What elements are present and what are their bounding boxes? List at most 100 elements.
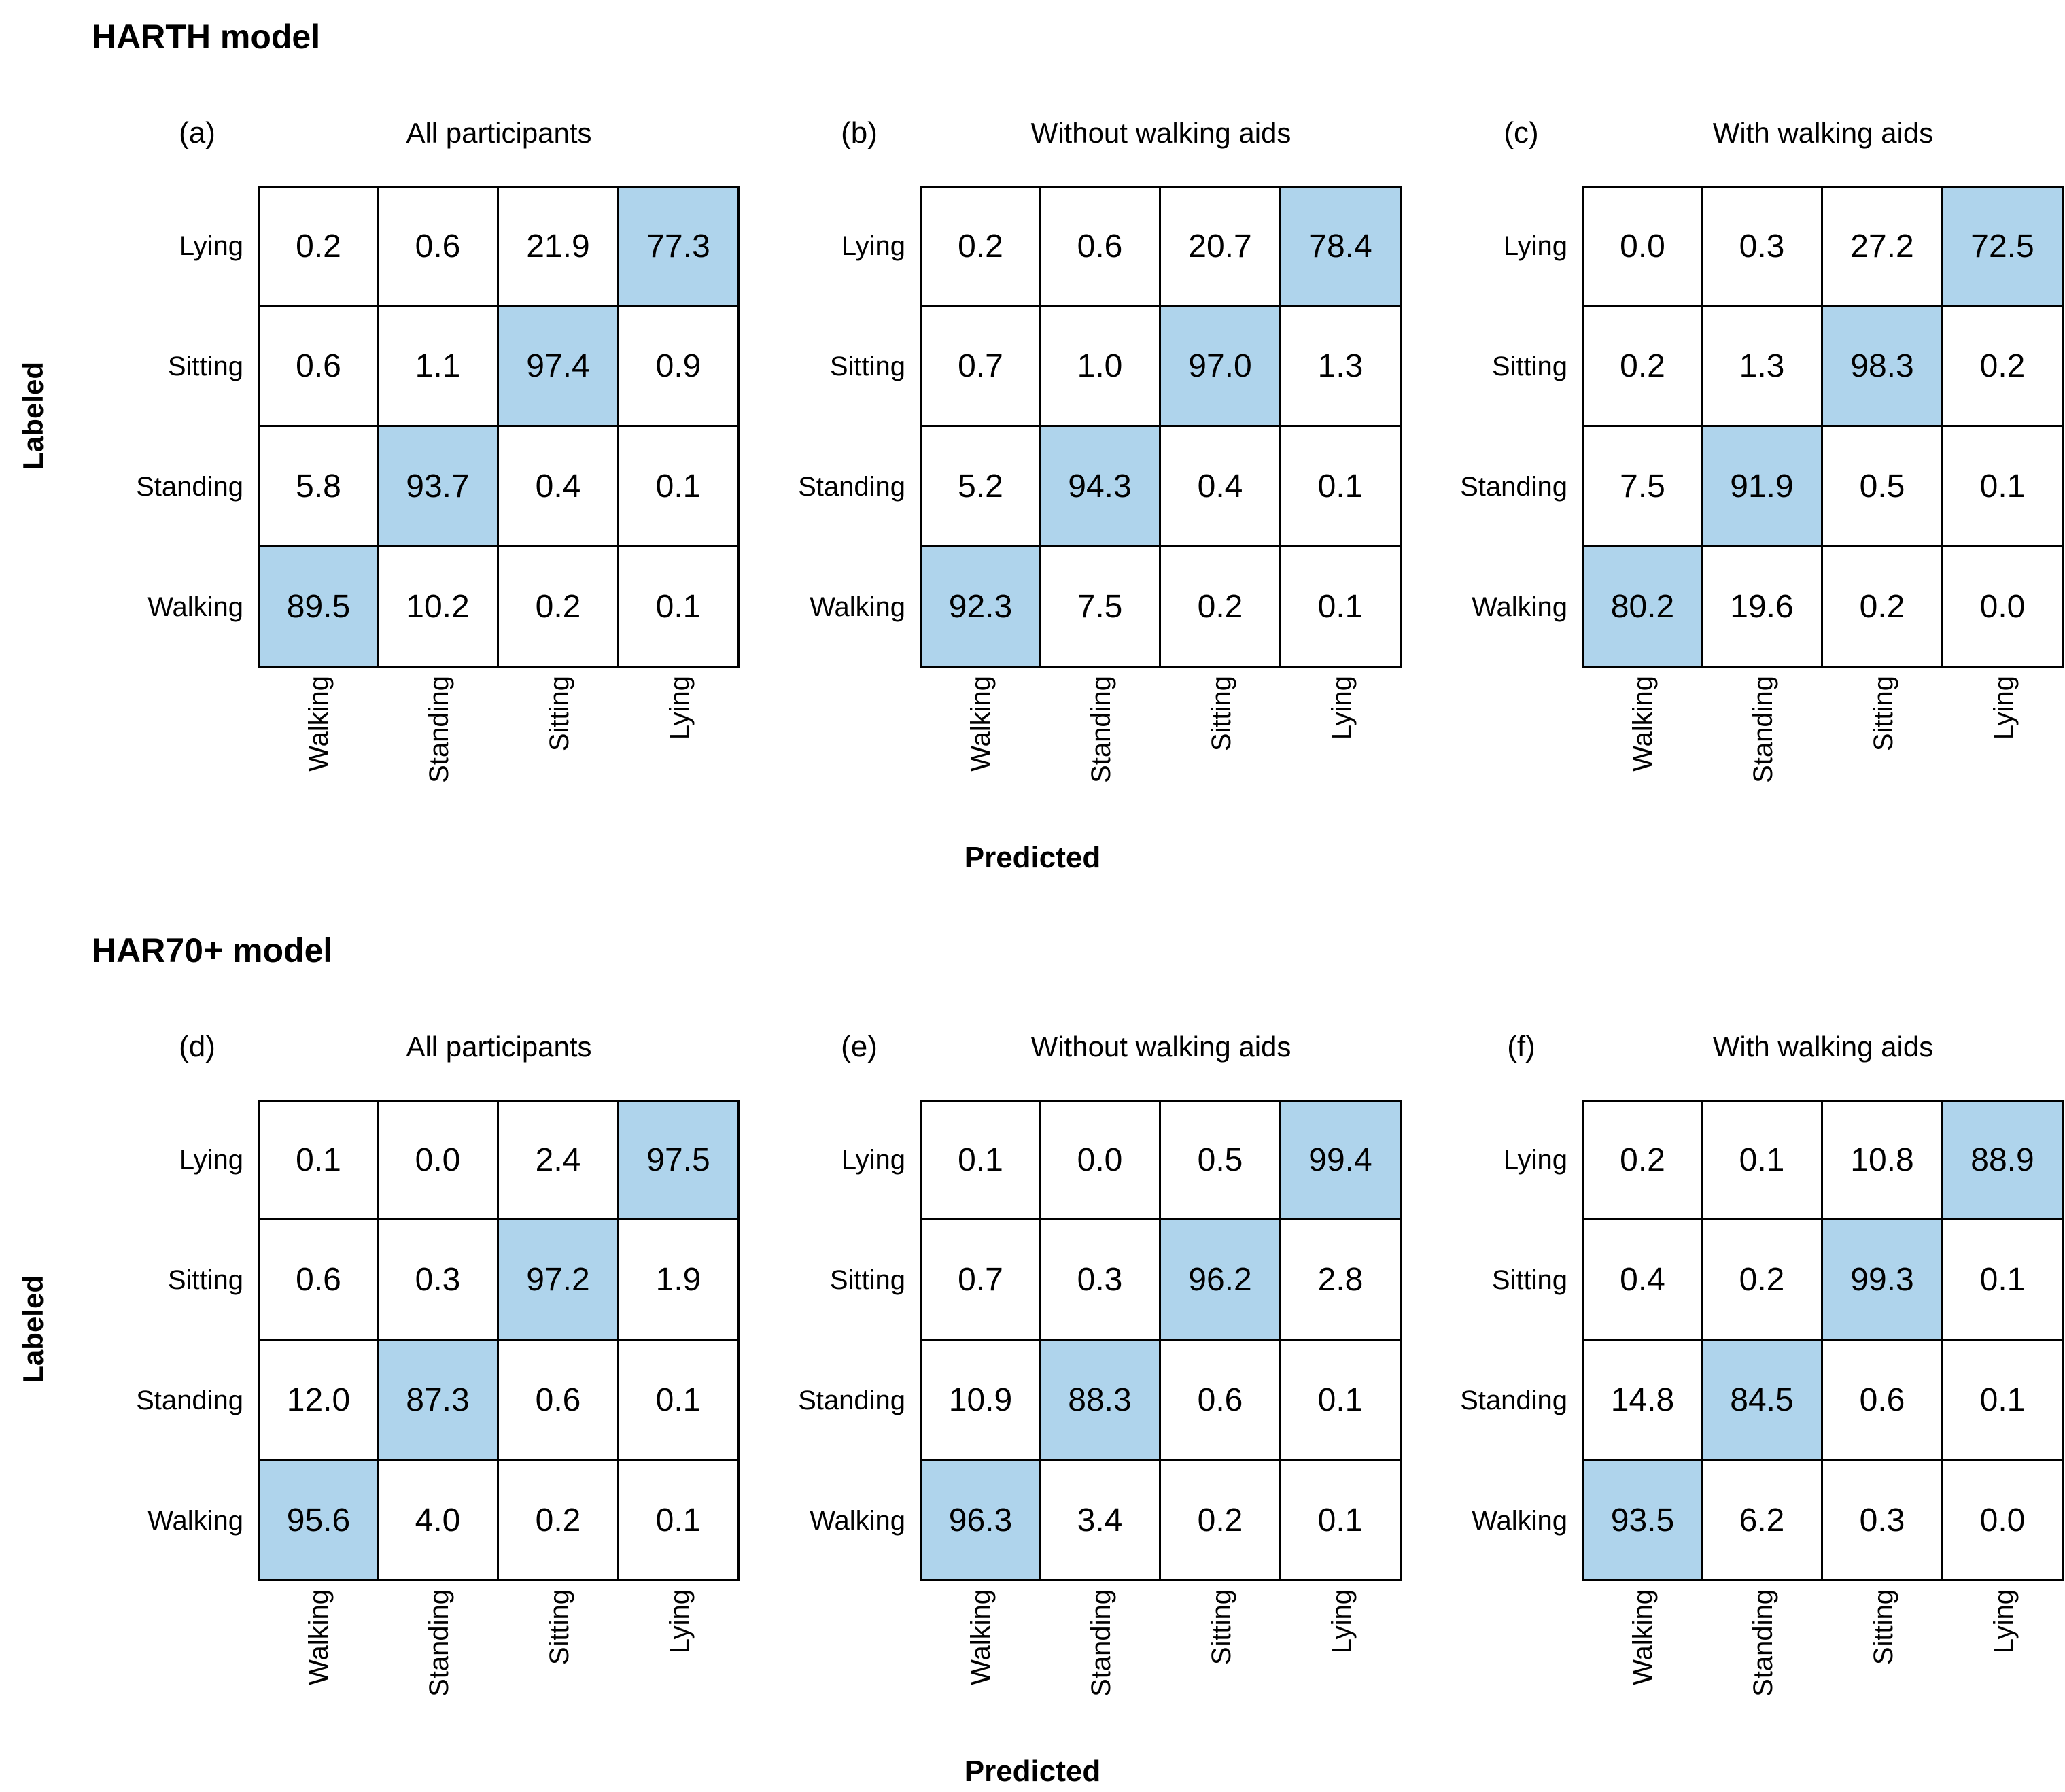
col-label: Lying	[619, 1581, 740, 1738]
matrix-cell: 19.6	[1703, 547, 1823, 668]
matrix-cell: 94.3	[1041, 427, 1161, 547]
panel-title: All participants	[406, 1031, 592, 1063]
col-label: Standing	[1703, 1581, 1823, 1738]
col-label: Lying	[619, 668, 740, 824]
panel-header: (c) With walking aids	[1460, 109, 2064, 158]
matrix-cell: 99.3	[1823, 1220, 1943, 1341]
predicted-axis-label: Predicted	[964, 1755, 1101, 1788]
matrix-cell: 88.3	[1041, 1341, 1161, 1461]
confusion-matrix: Lying 0.2 0.6 20.7 78.4 Sitting 0.7 1.0 97.0 1.3 S…	[798, 186, 1402, 824]
matrix-cell: 0.2	[1582, 307, 1703, 427]
row-label: Standing	[798, 1385, 905, 1415]
matrix-cell: 0.1	[619, 547, 740, 668]
matrix-cell: 6.2	[1703, 1461, 1823, 1581]
matrix-cell: 0.0	[1582, 186, 1703, 307]
col-label-text: Sitting	[1206, 676, 1236, 752]
matrix-cell: 1.3	[1281, 307, 1402, 427]
panel-title: Without walking aids	[1030, 117, 1291, 149]
matrix-cell: 0.7	[920, 307, 1041, 427]
matrix-cell: 0.1	[258, 1100, 379, 1220]
confusion-matrix: Lying 0.2 0.1 10.8 88.9 Sitting 0.4 0.2 99.3 0.1 S…	[1460, 1100, 2064, 1738]
panel-header: (b) Without walking aids	[798, 109, 1402, 158]
col-label-text: Walking	[1627, 676, 1658, 772]
col-label: Sitting	[1823, 1581, 1943, 1738]
matrix-cell: 78.4	[1281, 186, 1402, 307]
col-label: Lying	[1281, 1581, 1402, 1738]
matrix-cell: 0.1	[1943, 427, 2064, 547]
matrix-cell: 0.2	[499, 1461, 619, 1581]
col-label: Walking	[920, 1581, 1041, 1738]
col-label-text: Standing	[1748, 676, 1778, 783]
matrix-cell: 0.1	[1281, 547, 1402, 668]
matrix-cell: 5.2	[920, 427, 1041, 547]
matrix-cell: 0.4	[1161, 427, 1281, 547]
matrix-cell: 0.6	[1161, 1341, 1281, 1461]
matrix-cell: 89.5	[258, 547, 379, 668]
col-label: Walking	[258, 1581, 379, 1738]
col-label: Standing	[1703, 668, 1823, 824]
col-label-text: Lying	[1326, 1589, 1357, 1654]
corner-spacer	[136, 1581, 258, 1738]
row-label: Lying	[179, 231, 243, 261]
col-label-text: Lying	[664, 1589, 695, 1654]
col-label: Sitting	[1161, 668, 1281, 824]
col-label: Sitting	[499, 668, 619, 824]
col-label: Lying	[1943, 1581, 2064, 1738]
confusion-matrix-panel: (e) Without walking aids Lying 0.1 0.0 0.5 99.…	[798, 1022, 1402, 1738]
matrix-cell: 0.0	[1943, 547, 2064, 668]
matrix-cell: 0.2	[920, 186, 1041, 307]
confusion-matrix-panel: (a) All participants Lying 0.2 0.6 21.9 77.3 Si…	[136, 109, 740, 824]
row-label: Sitting	[829, 1265, 905, 1295]
panel-row: (d) All participants Lying 0.1 0.0 2.4 97.5 Sit…	[136, 1022, 2065, 1738]
matrix-cell: 0.2	[1823, 547, 1943, 668]
matrix-cell: 0.5	[1161, 1100, 1281, 1220]
matrix-cell: 0.4	[499, 427, 619, 547]
predicted-axis-label: Predicted	[964, 841, 1101, 874]
matrix-cell: 0.3	[1041, 1220, 1161, 1341]
matrix-cell: 97.4	[499, 307, 619, 427]
matrix-cell: 2.8	[1281, 1220, 1402, 1341]
col-label-text: Lying	[1326, 676, 1357, 740]
panel-row: (a) All participants Lying 0.2 0.6 21.9 77.3 Si…	[136, 109, 2065, 824]
matrix-cell: 0.6	[258, 307, 379, 427]
confusion-matrix: Lying 0.1 0.0 2.4 97.5 Sitting 0.6 0.3 97.2 1.9 St…	[136, 1100, 740, 1738]
panel-header: (f) With walking aids	[1460, 1022, 2064, 1071]
matrix-cell: 0.3	[379, 1220, 499, 1341]
corner-spacer	[798, 1581, 920, 1738]
matrix-cell: 0.1	[619, 1461, 740, 1581]
matrix-cell: 93.7	[379, 427, 499, 547]
col-label-text: Standing	[1748, 1589, 1778, 1697]
col-label: Walking	[920, 668, 1041, 824]
row-label: Lying	[841, 1145, 905, 1175]
col-label-text: Lying	[1988, 676, 2019, 740]
matrix-cell: 10.8	[1823, 1100, 1943, 1220]
matrix-cell: 0.6	[258, 1220, 379, 1341]
confusion-matrix-panel: (c) With walking aids Lying 0.0 0.3 27.2 72.5 S…	[1460, 109, 2064, 824]
matrix-cell: 0.6	[1041, 186, 1161, 307]
matrix-cell: 1.1	[379, 307, 499, 427]
matrix-cell: 84.5	[1703, 1341, 1823, 1461]
panel-title: Without walking aids	[1030, 1031, 1291, 1063]
col-label: Walking	[258, 668, 379, 824]
matrix-cell: 96.2	[1161, 1220, 1281, 1341]
panel-title: All participants	[406, 117, 592, 149]
matrix-cell: 77.3	[619, 186, 740, 307]
matrix-cell: 80.2	[1582, 547, 1703, 668]
matrix-cell: 0.2	[1703, 1220, 1823, 1341]
row-label: Sitting	[1491, 1265, 1567, 1295]
matrix-cell: 0.1	[1281, 427, 1402, 547]
corner-spacer	[798, 668, 920, 824]
matrix-cell: 95.6	[258, 1461, 379, 1581]
col-label-text: Sitting	[544, 676, 574, 752]
col-label-text: Standing	[423, 676, 454, 783]
matrix-cell: 0.5	[1823, 427, 1943, 547]
col-label: Sitting	[499, 1581, 619, 1738]
confusion-matrix-panel: (b) Without walking aids Lying 0.2 0.6 20.7 78…	[798, 109, 1402, 824]
matrix-cell: 0.2	[1582, 1100, 1703, 1220]
matrix-cell: 10.9	[920, 1341, 1041, 1461]
row-label: Lying	[841, 231, 905, 261]
labeled-axis-label: Labeled	[17, 1275, 49, 1383]
matrix-cell: 0.3	[1823, 1461, 1943, 1581]
matrix-cell: 2.4	[499, 1100, 619, 1220]
row-label: Walking	[1472, 1506, 1567, 1536]
